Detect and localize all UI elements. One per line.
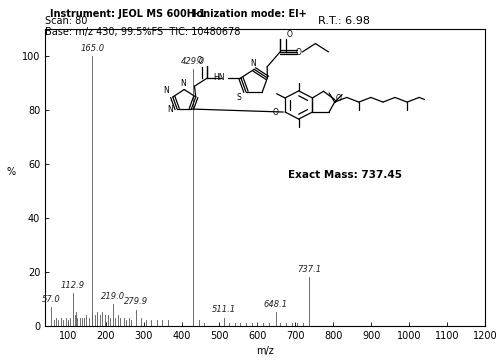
Text: Base: m/z 430; 99.5%FS  TIC: 10480678: Base: m/z 430; 99.5%FS TIC: 10480678 — [45, 28, 240, 38]
Text: N: N — [168, 105, 173, 114]
Text: O: O — [197, 56, 203, 66]
Text: Ionization mode: EI+: Ionization mode: EI+ — [193, 9, 307, 19]
Text: N: N — [250, 59, 256, 68]
Text: 737.1: 737.1 — [298, 265, 322, 274]
Text: 165.0: 165.0 — [80, 44, 104, 53]
Text: HN: HN — [214, 73, 225, 83]
Text: N: N — [180, 79, 186, 88]
X-axis label: m/z: m/z — [256, 346, 274, 356]
Text: 648.1: 648.1 — [264, 300, 287, 309]
Text: R.T.: 6.98: R.T.: 6.98 — [318, 16, 370, 26]
Text: Scan: 80: Scan: 80 — [45, 16, 88, 26]
Text: 57.0: 57.0 — [42, 295, 61, 304]
Text: Exact Mass: 737.45: Exact Mass: 737.45 — [288, 170, 402, 180]
Text: O: O — [336, 94, 342, 103]
Text: 279.9: 279.9 — [124, 297, 148, 306]
Text: O: O — [286, 30, 292, 39]
Text: O: O — [296, 48, 302, 57]
Text: S: S — [236, 93, 242, 102]
Text: O: O — [272, 108, 278, 117]
Text: Instrument: JEOL MS 600H-1: Instrument: JEOL MS 600H-1 — [50, 9, 205, 19]
Text: 429.0: 429.0 — [181, 57, 205, 66]
Text: 511.1: 511.1 — [212, 306, 236, 315]
Text: N: N — [164, 86, 169, 95]
Text: 112.9: 112.9 — [60, 281, 84, 290]
Text: 219.0: 219.0 — [101, 292, 125, 301]
Y-axis label: %: % — [6, 167, 15, 177]
